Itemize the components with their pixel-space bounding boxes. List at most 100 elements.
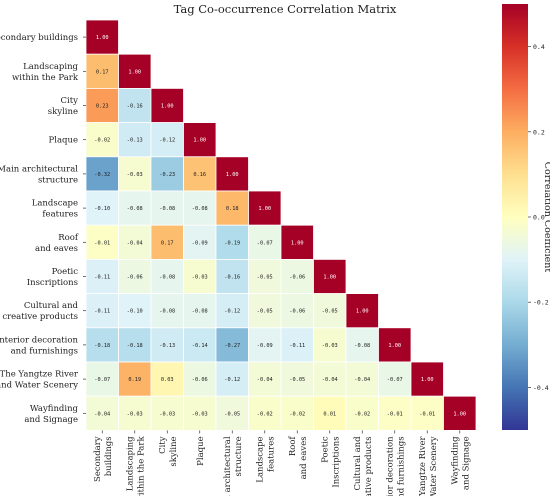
- column-label-line: Inscriptions: [331, 436, 341, 487]
- heatmap-cell: [118, 327, 152, 363]
- heatmap-cell: [118, 395, 152, 431]
- heatmap-cell: [410, 361, 444, 397]
- heatmap-cell: [183, 156, 217, 192]
- column-label-line: Landscaping: [125, 436, 135, 491]
- column-label-line: Roof: [288, 436, 298, 457]
- row-label: Interior decoration and furnishings: [0, 335, 79, 356]
- cell-value-label: -0.16: [127, 104, 143, 110]
- cell-value-label: -0.05: [257, 309, 273, 315]
- colorbar-tick-label: 0.4: [533, 43, 545, 51]
- cell-value-label: 1.00: [291, 240, 304, 246]
- heatmap-cell: [118, 122, 152, 158]
- colorbar-tick-label: 0.0: [533, 214, 545, 222]
- cell-value-label: -0.02: [257, 411, 273, 417]
- heatmap-cell: [85, 258, 119, 294]
- row-label-line: Main architectural: [0, 164, 78, 174]
- cell-value-label: -0.13: [127, 138, 143, 144]
- cell-value-label: 1.00: [421, 377, 434, 383]
- row-label: The Yangtze River and Water Scenery: [0, 370, 79, 391]
- cell-value-label: 1.00: [161, 104, 174, 110]
- row-label-line: Secondary buildings: [0, 33, 78, 43]
- cell-value-label: -0.10: [127, 309, 143, 315]
- heatmap-cell: [345, 293, 379, 329]
- column-label-line: Interior decoration: [385, 436, 395, 496]
- heatmap-cell: [345, 361, 379, 397]
- heatmap-cell: [183, 293, 217, 329]
- cell-value-label: -0.07: [94, 377, 110, 383]
- cell-value-label: -0.06: [289, 275, 305, 281]
- row-label: Main architectural structure: [0, 164, 78, 185]
- cell-value-label: -0.16: [224, 275, 240, 281]
- cell-value-label: -0.04: [322, 377, 338, 383]
- row-label: Landscape features: [32, 199, 78, 220]
- row-label-line: Roof: [58, 233, 79, 243]
- cell-value-label: -0.08: [192, 206, 208, 212]
- row-label-line: Cultural and: [24, 301, 79, 311]
- cell-value-label: 1.00: [356, 309, 369, 315]
- cell-value-label: -0.03: [192, 275, 208, 281]
- cell-value-label: 1.00: [388, 343, 401, 349]
- row-label: Cultural and creative products: [2, 301, 78, 322]
- cell-value-label: -0.06: [127, 275, 143, 281]
- cell-value-label: -0.32: [94, 172, 110, 178]
- heatmap-cell: [248, 395, 282, 431]
- cell-value-label: -0.03: [192, 411, 208, 417]
- row-label-line: Landscaping: [23, 62, 78, 72]
- heatmap-cell: [443, 395, 477, 431]
- heatmap-cell: [183, 190, 217, 226]
- row-label: Poetic Inscriptions: [27, 267, 79, 288]
- row-label: Secondary buildings: [0, 33, 78, 43]
- cell-value-label: -0.02: [94, 138, 110, 144]
- column-label-line: and Water Scenery: [429, 436, 439, 496]
- heatmap-cell: [183, 395, 217, 431]
- cell-value-label: 0.23: [96, 104, 109, 110]
- cell-value-label: -0.02: [354, 411, 370, 417]
- heatmap-cell: [150, 395, 184, 431]
- row-label-line: Poetic: [52, 267, 79, 277]
- cell-value-label: -0.18: [127, 343, 143, 349]
- cell-value-label: 1.00: [453, 411, 466, 417]
- row-label-line: features: [42, 210, 78, 220]
- cell-value-label: -0.03: [159, 411, 175, 417]
- column-label-line: within the Park: [136, 436, 146, 496]
- cell-value-label: 0.17: [96, 69, 109, 75]
- column-label: Plaque: [196, 436, 206, 465]
- row-label-line: Landscape: [32, 199, 78, 209]
- heatmap-cell: [345, 395, 379, 431]
- cell-value-label: -0.08: [127, 206, 143, 212]
- heatmap-cell: [378, 327, 412, 363]
- column-label-line: structure: [234, 436, 244, 476]
- colorbar-tick-label: -0.2: [533, 299, 549, 307]
- row-label-line: and Water Scenery: [0, 381, 78, 391]
- cell-value-label: -0.01: [387, 411, 403, 417]
- cell-value-label: -0.12: [159, 138, 175, 144]
- heatmap-cell: [85, 53, 119, 89]
- cell-value-label: -0.05: [257, 275, 273, 281]
- row-label-line: within the Park: [12, 73, 79, 83]
- column-label: The Yangtze Riverand Water Scenery: [418, 435, 439, 496]
- row-label-line: creative products: [2, 312, 78, 322]
- heatmap-cell: [280, 293, 314, 329]
- cell-value-label: -0.09: [192, 240, 208, 246]
- cell-value-label: -0.03: [322, 343, 338, 349]
- colorbar-label: Correlation Coefficient: [542, 162, 550, 273]
- column-label: Interior decorationand furnishings: [385, 436, 406, 496]
- column-label-line: Main architectural: [223, 436, 233, 496]
- column-label-line: and eaves: [299, 436, 309, 479]
- cell-value-label: 1.00: [193, 138, 206, 144]
- cell-value-label: 1.00: [128, 69, 141, 75]
- cell-value-label: -0.02: [289, 411, 305, 417]
- heatmap-cell: [378, 395, 412, 431]
- cell-value-label: -0.07: [257, 240, 273, 246]
- heatmap-cell: [280, 395, 314, 431]
- cell-value-label: -0.18: [94, 343, 110, 349]
- cell-value-label: -0.05: [322, 309, 338, 315]
- heatmap-cell: [280, 224, 314, 260]
- cell-value-label: -0.11: [289, 343, 305, 349]
- chart-title: Tag Co-occurrence Correlation Matrix: [174, 2, 397, 16]
- row-labels: Secondary buildings Landscapingwithin the…: [0, 33, 86, 425]
- column-label-line: Plaque: [196, 436, 206, 465]
- column-label-line: Secondary: [93, 436, 103, 482]
- heatmap-cell: [410, 395, 444, 431]
- colorbar-tick-label: -0.4: [533, 384, 549, 392]
